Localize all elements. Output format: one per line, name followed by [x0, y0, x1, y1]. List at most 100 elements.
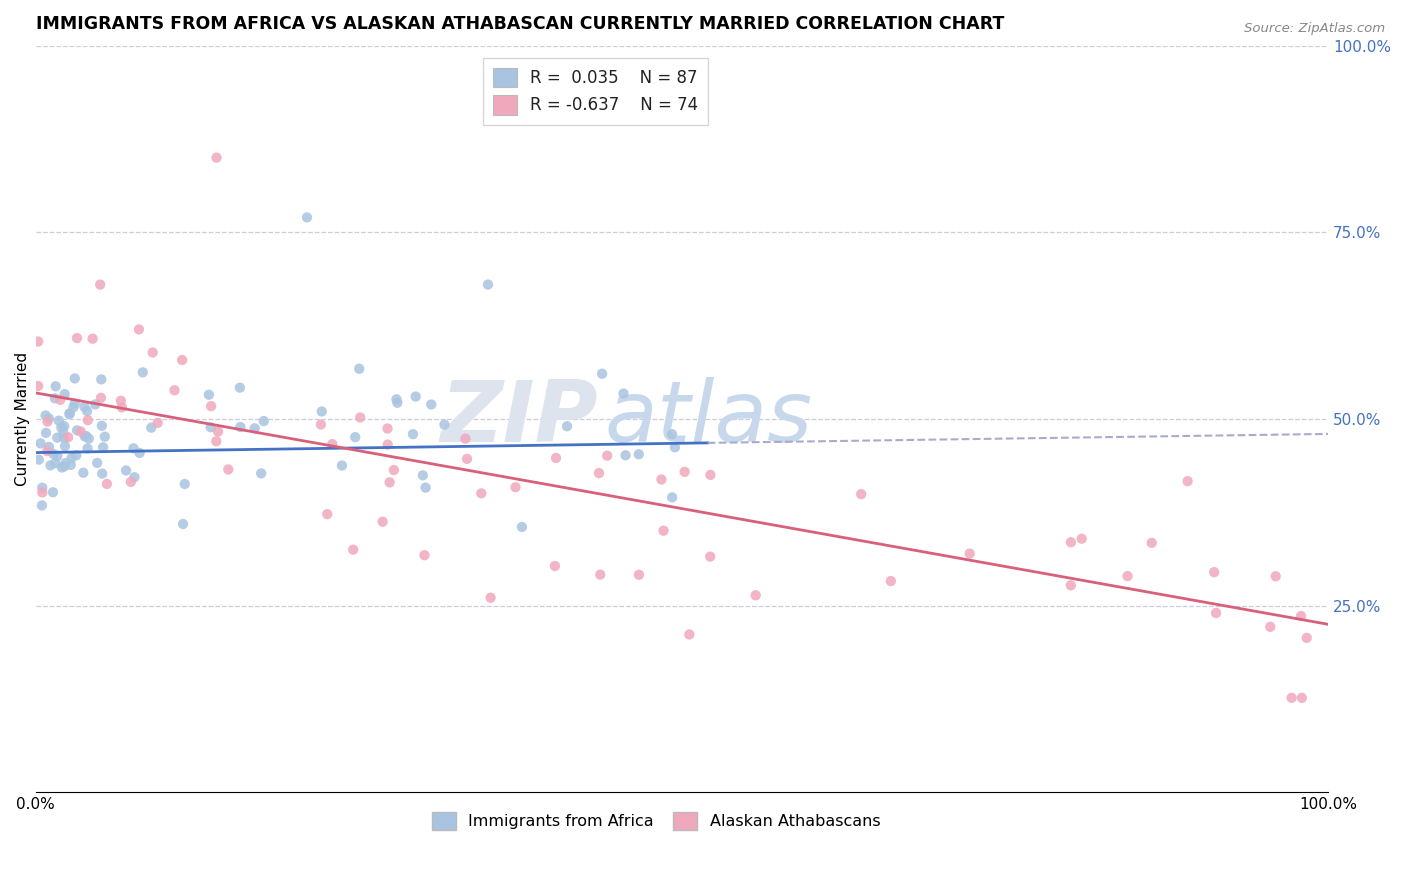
Point: [229, 381, 252, 395]
Y-axis label: Currently Married: Currently Married: [15, 352, 30, 486]
Point: [66, 331, 89, 345]
Point: [75, 429, 97, 443]
Text: IMMIGRANTS FROM AFRICA VS ALASKAN ATHABASCAN CURRENTLY MARRIED CORRELATION CHART: IMMIGRANTS FROM AFRICA VS ALASKAN ATHABA…: [35, 15, 1004, 33]
Point: [253, 414, 276, 428]
Point: [217, 462, 239, 476]
Point: [53, 431, 76, 445]
Point: [146, 416, 169, 430]
Point: [90, 372, 112, 386]
Point: [1070, 532, 1092, 546]
Point: [433, 417, 456, 432]
Point: [880, 574, 903, 588]
Point: [51, 460, 73, 475]
Point: [456, 451, 478, 466]
Point: [371, 515, 394, 529]
Point: [596, 449, 619, 463]
Point: [53, 387, 76, 401]
Point: [415, 481, 437, 495]
Point: [141, 420, 163, 434]
Point: [243, 421, 266, 435]
Point: [90, 391, 112, 405]
Point: [959, 547, 981, 561]
Point: [91, 440, 114, 454]
Point: [35, 425, 58, 440]
Point: [311, 404, 333, 418]
Point: [344, 430, 367, 444]
Point: [342, 542, 364, 557]
Point: [316, 507, 339, 521]
Point: [510, 520, 533, 534]
Point: [84, 397, 107, 411]
Point: [1116, 569, 1139, 583]
Point: [1060, 535, 1083, 549]
Point: [42, 485, 65, 500]
Legend: Immigrants from Africa, Alaskan Athabascans: Immigrants from Africa, Alaskan Athabasc…: [425, 805, 887, 837]
Point: [470, 486, 492, 500]
Point: [699, 467, 721, 482]
Point: [412, 468, 434, 483]
Text: ZIP: ZIP: [440, 377, 598, 460]
Point: [405, 390, 427, 404]
Point: [1295, 631, 1317, 645]
Point: [505, 480, 527, 494]
Point: [295, 211, 318, 225]
Point: [673, 465, 696, 479]
Text: Source: ZipAtlas.com: Source: ZipAtlas.com: [1244, 22, 1385, 36]
Point: [56, 430, 79, 444]
Point: [53, 419, 76, 434]
Point: [172, 353, 194, 368]
Point: [86, 456, 108, 470]
Point: [76, 442, 98, 456]
Point: [229, 420, 252, 434]
Point: [1264, 569, 1286, 583]
Point: [73, 400, 96, 414]
Point: [122, 442, 145, 456]
Point: [652, 524, 675, 538]
Point: [387, 395, 409, 409]
Point: [650, 473, 672, 487]
Point: [1177, 474, 1199, 488]
Point: [678, 627, 700, 641]
Point: [31, 499, 53, 513]
Point: [110, 393, 132, 408]
Point: [53, 459, 76, 474]
Point: [349, 410, 371, 425]
Point: [77, 432, 100, 446]
Point: [420, 397, 443, 411]
Point: [52, 425, 75, 440]
Point: [661, 491, 683, 505]
Point: [744, 588, 766, 602]
Point: [124, 470, 146, 484]
Point: [591, 367, 613, 381]
Point: [69, 425, 91, 439]
Point: [413, 548, 436, 562]
Point: [63, 396, 86, 410]
Point: [1204, 565, 1226, 579]
Point: [321, 437, 343, 451]
Point: [664, 441, 686, 455]
Point: [31, 485, 53, 500]
Point: [51, 420, 73, 434]
Point: [207, 425, 229, 439]
Point: [309, 417, 332, 432]
Point: [198, 388, 221, 402]
Point: [73, 429, 96, 443]
Point: [1281, 690, 1303, 705]
Point: [128, 322, 150, 336]
Point: [699, 549, 721, 564]
Point: [205, 434, 228, 449]
Point: [38, 411, 60, 425]
Point: [44, 456, 66, 470]
Point: [132, 365, 155, 379]
Point: [66, 423, 89, 437]
Point: [46, 431, 69, 445]
Point: [142, 345, 165, 359]
Point: [849, 487, 872, 501]
Point: [37, 444, 59, 458]
Point: [173, 477, 195, 491]
Point: [205, 151, 228, 165]
Point: [111, 401, 134, 415]
Point: [382, 463, 405, 477]
Point: [59, 458, 82, 472]
Point: [661, 427, 683, 442]
